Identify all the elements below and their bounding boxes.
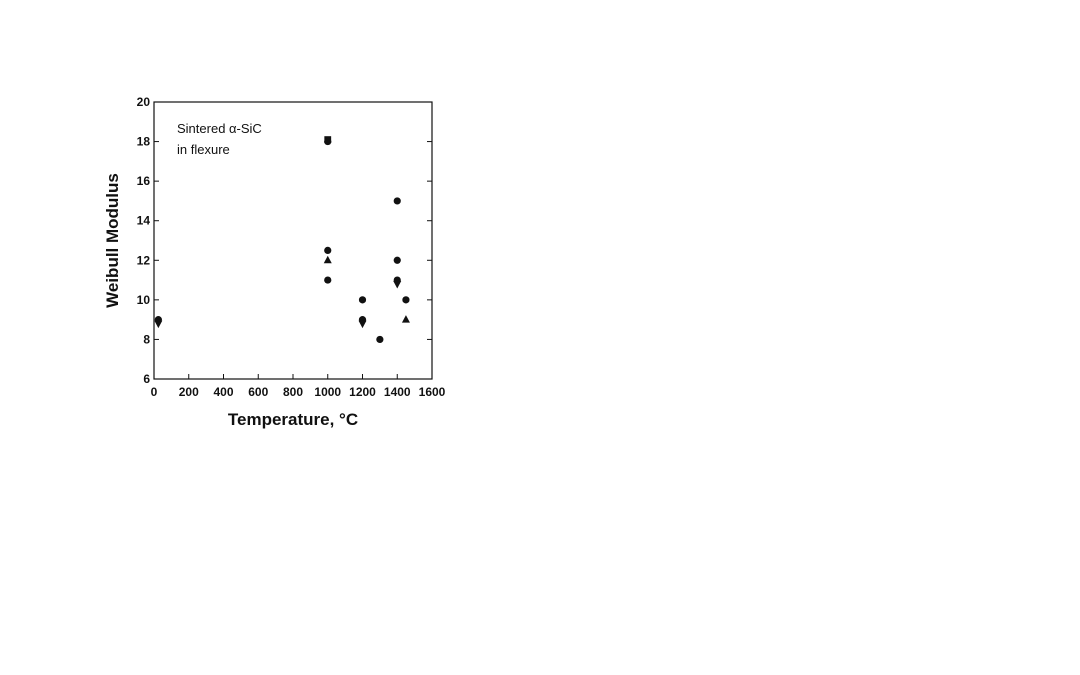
x-tick-label: 1600 [419, 385, 446, 399]
x-tick-label: 400 [213, 385, 233, 399]
data-point-circle [393, 256, 401, 264]
x-tick-label: 800 [283, 385, 303, 399]
annotation-line-2: in flexure [177, 142, 230, 157]
data-point-triangle [323, 255, 332, 264]
x-tick-label: 1000 [314, 385, 341, 399]
y-tick-label: 12 [137, 253, 151, 267]
data-point-triangle [401, 315, 410, 323]
data-point-circle [324, 137, 332, 146]
data-points [154, 136, 410, 344]
data-point-triangle-down [154, 320, 163, 329]
y-tick-label: 6 [143, 372, 150, 386]
y-tick-label: 14 [137, 214, 151, 228]
data-point-triangle-down [358, 320, 367, 329]
data-point-circle [402, 296, 410, 304]
data-point-circle [376, 335, 384, 344]
x-tick-label: 0 [151, 385, 158, 399]
data-point-circle [393, 197, 401, 205]
y-tick-label: 10 [137, 293, 151, 307]
x-tick-label: 600 [248, 385, 268, 399]
y-tick-label: 16 [137, 174, 151, 188]
x-tick-label: 1200 [349, 385, 376, 399]
x-tick-label: 200 [179, 385, 199, 399]
x-tick-label: 1400 [384, 385, 411, 399]
y-tick-label: 18 [137, 135, 151, 149]
axis-ticks: 0 200 400 600 800 1000 1200 1400 1600 6 8 10 12 14 16 1… [137, 95, 446, 399]
data-point-circle [324, 276, 332, 284]
y-tick-label: 20 [137, 95, 151, 109]
data-point-circle [358, 296, 367, 304]
y-axis-title: Weibull Modulus [103, 173, 122, 308]
data-point-triangle-down [393, 281, 402, 289]
data-point-circle [324, 246, 332, 254]
annotation-line-1: Sintered α-SiC [177, 121, 262, 136]
x-axis-title: Temperature, °C [228, 410, 358, 429]
y-tick-label: 8 [143, 332, 150, 346]
